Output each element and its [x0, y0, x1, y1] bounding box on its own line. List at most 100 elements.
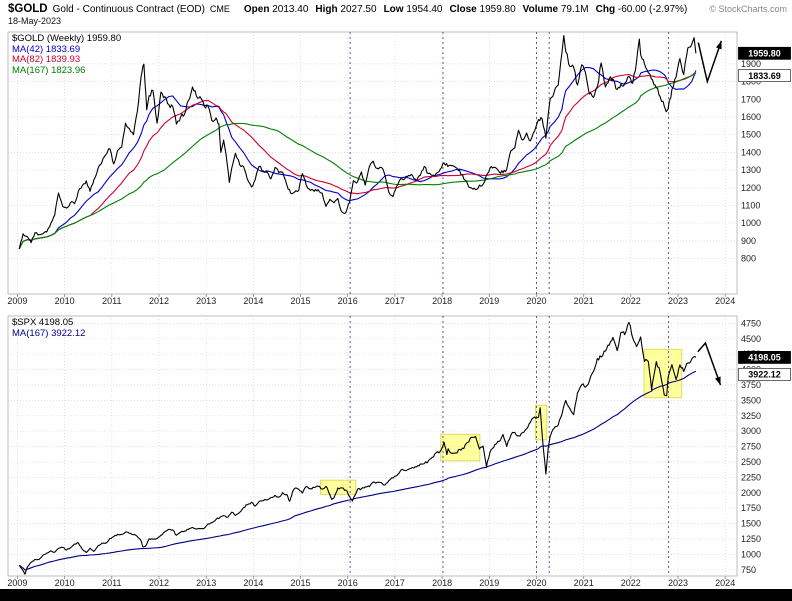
spx-ma-167-line	[18, 370, 697, 571]
y-tick-label: 750	[741, 565, 756, 575]
quote-open-label: Open	[243, 4, 270, 15]
x-tick-label: 2009	[7, 578, 27, 588]
y-tick-label: 1750	[741, 503, 761, 513]
x-tick-label: 2019	[479, 578, 499, 588]
quote-low: Low 1954.40	[384, 4, 443, 15]
y-tick-label: 1100	[741, 201, 760, 211]
symbol-description: Gold - Continuous Contract (EOD)	[52, 4, 205, 15]
x-tick-label: 2012	[149, 578, 169, 588]
y-tick-label: 1600	[741, 112, 761, 122]
x-tick-label: 2017	[385, 578, 405, 588]
last-value-label: 1959.80	[738, 46, 791, 60]
y-tick-label: 3250	[741, 411, 761, 421]
quote-change-value: -60.00 (-2.97%)	[617, 4, 688, 15]
last-value-text: 4198.05	[748, 353, 781, 363]
quote-high: High 2027.50	[315, 4, 376, 15]
gold-price-line	[18, 34, 697, 250]
quote-low-label: Low	[383, 4, 404, 15]
x-tick-label: 2024	[715, 578, 735, 588]
highlight-box	[440, 433, 481, 462]
quote-close-label: Close	[449, 4, 477, 15]
annotation-arrowhead	[716, 40, 722, 50]
legend-item: MA(167) 3922.12	[12, 327, 86, 339]
annotation-arrow	[697, 40, 723, 85]
x-tick-label: 2020	[526, 296, 546, 306]
x-tick-label: 2018	[432, 296, 452, 306]
bottom-bar	[0, 589, 792, 601]
last-value-box	[738, 350, 791, 364]
y-tick-label: 1900	[741, 59, 761, 69]
spx-price-line	[18, 321, 697, 575]
y-tick-label: 3500	[741, 395, 761, 405]
x-tick-label: 2009	[7, 296, 27, 306]
last-value-label: 1833.69	[738, 69, 791, 82]
x-tick-label: 2022	[621, 578, 641, 588]
x-tick-label: 2021	[574, 578, 594, 588]
legend-item: MA(42) 1833.69	[12, 43, 81, 55]
plot-border	[7, 31, 738, 295]
quote-open: Open 2013.40	[244, 4, 309, 15]
x-tick-label: 2023	[668, 296, 688, 306]
annotation-arrowhead	[715, 376, 721, 385]
gold-legend: $GOLD (Weekly) 1959.80 MA(42) 1833.69 MA(8…	[12, 33, 122, 76]
legend-item: $SPX 4198.05	[12, 317, 74, 328]
y-tick-label: 1500	[741, 519, 761, 529]
plot-border	[7, 315, 738, 577]
x-tick-label: 2012	[149, 296, 169, 306]
quote-open-value: 2013.40	[272, 4, 309, 15]
last-value-text: 1833.69	[748, 71, 781, 81]
header-row: $GOLD Gold - Continuous Contract (EOD) C…	[8, 3, 787, 15]
y-tick-label: 1200	[741, 183, 761, 193]
x-tick-label: 2010	[55, 578, 75, 588]
x-tick-label: 2019	[479, 296, 499, 306]
quote-volume: Volume 79.1M	[523, 4, 589, 15]
x-tick-label: 2024	[715, 296, 735, 306]
x-tick-label: 2015	[290, 296, 310, 306]
x-tick-label: 2014	[243, 578, 263, 588]
y-tick-label: 4750	[741, 318, 761, 328]
chart-header: $GOLD Gold - Continuous Contract (EOD) C…	[8, 3, 787, 26]
spx-series-group	[18, 321, 697, 575]
last-value-box	[738, 367, 791, 381]
gold-chart-panel: 800 900 1000 1100 1200 1300 1400 1500 1600 1700 18…	[7, 31, 791, 306]
quote-low-value: 1954.40	[406, 4, 443, 15]
x-tick-label: 2022	[621, 296, 641, 306]
y-tick-label: 2750	[741, 442, 761, 452]
y-tick-label: 800	[741, 254, 756, 264]
y-tick-label: 1000	[741, 218, 761, 228]
x-tick-label: 2020	[526, 578, 546, 588]
x-tick-label: 2011	[102, 578, 121, 588]
x-tick-label: 2010	[55, 296, 75, 306]
legend-item: MA(167) 1823.96	[12, 64, 86, 76]
quote-high-value: 2027.50	[340, 4, 377, 15]
last-value-text: 3922.12	[748, 370, 781, 380]
last-value-box	[738, 69, 791, 82]
y-tick-label: 4500	[741, 334, 761, 344]
legend-item: $GOLD (Weekly) 1959.80	[12, 33, 122, 44]
x-tick-label: 2013	[196, 578, 216, 588]
y-tick-label: 1000	[741, 549, 761, 559]
quote-summary: Open 2013.40 High 2027.50 Low 1954.40 Close…	[244, 4, 694, 15]
chart-date: 18-May-2023	[8, 16, 62, 26]
x-tick-label: 2018	[432, 578, 452, 588]
quote-change: Chg -60.00 (-2.97%)	[596, 4, 688, 15]
annotation-arrow	[697, 341, 722, 386]
y-tick-label: 2250	[741, 472, 761, 482]
x-tick-label: 2023	[668, 578, 688, 588]
y-tick-label: 2500	[741, 457, 761, 467]
quote-close: Close 1959.80	[450, 4, 516, 15]
quote-volume-label: Volume	[522, 4, 559, 15]
x-tick-label: 2017	[385, 296, 405, 306]
x-tick-label: 2021	[574, 296, 594, 306]
copyright-label: © StockCharts.com	[709, 4, 787, 14]
gold-ma-42-line	[18, 66, 697, 250]
last-value-text: 1959.80	[748, 49, 781, 59]
y-tick-label: 3750	[741, 380, 761, 390]
x-tick-label: 2016	[338, 578, 358, 588]
quote-volume-value: 79.1M	[560, 4, 589, 15]
quote-high-label: High	[315, 4, 338, 15]
y-tick-label: 2000	[741, 488, 761, 498]
quote-close-value: 1959.80	[479, 4, 516, 15]
gold-series-group	[18, 34, 697, 250]
